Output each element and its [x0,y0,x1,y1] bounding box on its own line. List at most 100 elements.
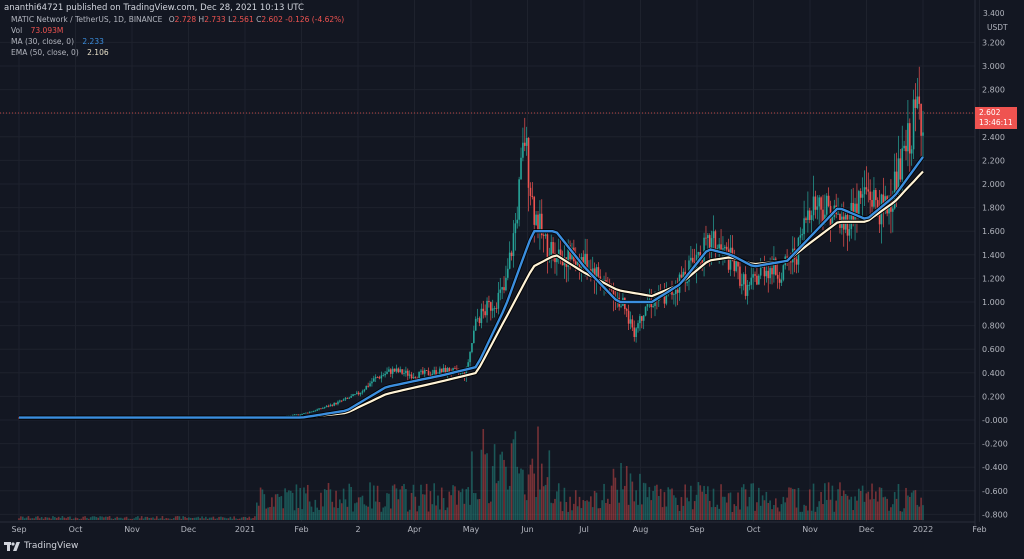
volume-bar [244,517,247,520]
price-tick-label: 2.000 [982,180,1005,189]
volume-bar [427,511,430,520]
volume-bar [767,502,770,520]
volume-bar [699,485,702,520]
volume-bar [771,509,773,520]
volume-bar [254,516,256,520]
volume-bar [369,482,371,520]
volume-bar [391,485,394,520]
candle-body [818,197,821,207]
volume-bar [289,490,292,520]
volume-bar [101,516,103,520]
candle-body [393,368,396,372]
candle-body [429,375,432,376]
volume-bar [852,510,854,520]
candle-body [816,206,819,210]
volume-bar [184,516,186,520]
volume-bar [833,511,836,520]
volume-bar [456,504,458,520]
volume-bar [61,516,64,520]
volume-bar [144,516,147,520]
volume-bar [63,517,66,520]
ma-label: MA (30, close, 0) [11,37,75,46]
candle-body [503,287,505,291]
volume-bar [669,489,671,520]
volume-bar [499,454,502,520]
volume-bar [895,498,898,520]
candle-body [497,292,500,309]
candle-body [827,195,830,206]
volume-bar [167,518,169,520]
volume-bar [306,484,309,520]
candle-body [518,179,520,220]
ohlc-high-label: H [198,15,205,24]
volume-bar [595,492,598,520]
volume-bar [540,463,543,520]
volume-bar [548,450,551,520]
volume-bar [276,493,279,520]
volume-bar [210,517,213,520]
time-tick-label: May [463,525,480,534]
volume-bar [105,516,107,520]
volume-bar [644,483,647,520]
volume-bar [37,516,39,520]
candle-body [824,214,826,223]
volume-bar [854,496,856,520]
candle-body [703,237,705,264]
candle-body [627,310,630,324]
volume-bar [429,491,432,520]
volume-bar [729,492,732,520]
volume-bar [616,489,619,520]
volume-bar [471,451,473,520]
volume-bar [88,518,90,520]
tradingview-brand[interactable]: TradingView [4,541,78,551]
candle-body [420,370,422,372]
volume-bar [614,477,617,520]
volume-bar [839,482,841,520]
candle-body [582,257,585,265]
candle-body [801,234,804,236]
volume-bars [18,426,924,520]
candle-body [733,260,736,272]
ma-30-line [19,156,924,419]
candle-body [365,385,368,390]
volume-bar [674,497,677,520]
candle-body [746,284,749,296]
candle-body [859,191,862,198]
volume-bar [490,501,492,520]
candle-body [737,259,739,267]
volume-bar [199,518,201,520]
ema-label: EMA (50, close, 0) [11,48,79,57]
candle-body [897,158,900,195]
volume-bar [657,496,660,520]
volume-bar [656,484,658,520]
candle-body [595,267,598,281]
volume-bar [382,507,385,520]
volume-bar [288,490,290,520]
volume-bar [416,511,419,520]
ohlc-close: 2.602 [261,15,283,24]
volume-bar [544,484,547,520]
candle-body [899,158,902,180]
volume-bar [722,496,724,520]
candle-body [508,252,511,269]
volume-bar [576,506,579,520]
volume-bar [118,517,120,520]
volume-bar [803,504,805,520]
volume-bar [808,489,811,520]
volume-bar [325,490,328,520]
volume-bar [774,498,777,520]
candle-body [725,246,728,250]
volume-bar [908,496,911,520]
volume-bar [918,506,921,520]
volume-bar [452,485,454,520]
volume-bar [531,458,534,520]
volume-bar [550,502,553,520]
candle-body [912,99,915,150]
volume-bar [133,518,135,520]
volume-bar [346,506,349,520]
candle-body [433,370,435,374]
volume-bar [678,510,681,520]
candle-body [578,261,581,270]
candle-body [531,195,534,198]
